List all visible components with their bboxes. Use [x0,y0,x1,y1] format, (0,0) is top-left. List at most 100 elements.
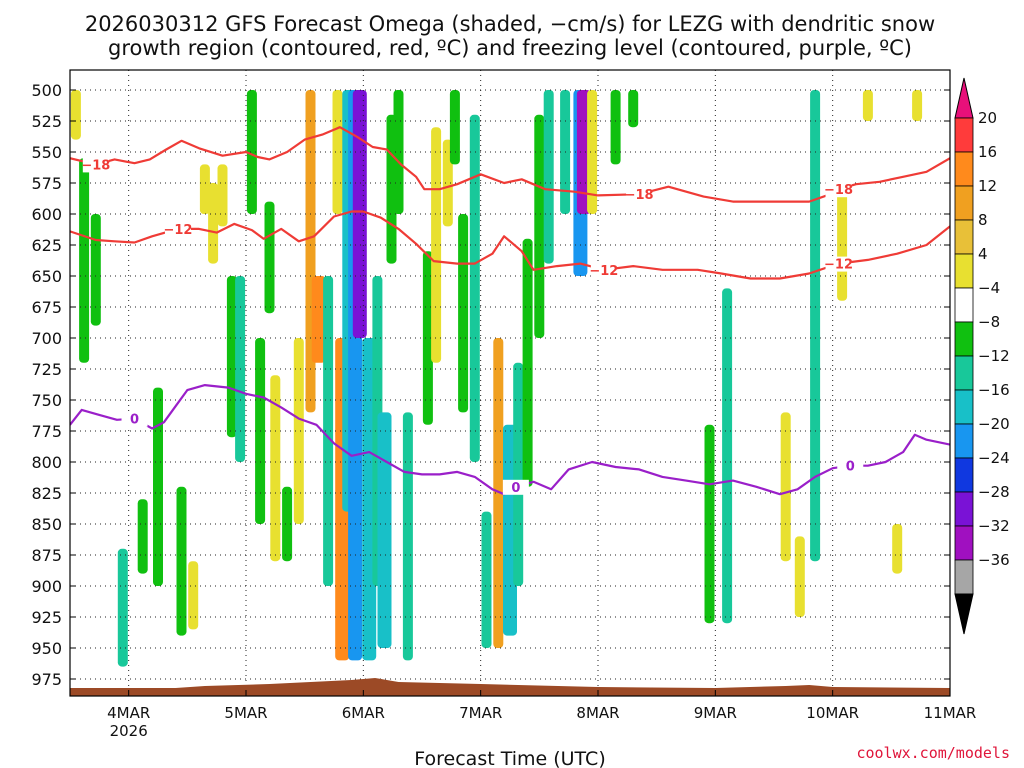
colorbar-tick-label-9: −20 [978,415,1010,433]
y-tick-label-525: 525 [31,112,62,131]
omega-streak-18 [293,338,304,524]
colorbar-tick-label-3: 8 [978,211,988,229]
chart-title-line1: 2026030312 GFS Forecast Omega (shaded, −… [85,12,935,36]
y-tick-label-775: 775 [31,422,62,441]
omega-streak-17 [282,486,293,562]
contour-label-bg [121,411,148,427]
colorbar-swatch-2 [954,185,974,221]
colorbar-top-arrow [954,77,974,119]
omega-streak-20 [311,276,326,363]
omega-streak-60 [912,90,923,121]
omega-streak-16 [270,375,281,562]
x-tick-label-10MAR: 10MAR [806,704,859,722]
y-tick-label-975: 975 [31,670,62,689]
terrain-layer [70,678,950,696]
contour-line-1 [70,210,950,280]
omega-streak-21 [323,276,334,586]
colorbar-swatch-6 [954,321,974,357]
contour-line-0 [70,126,950,203]
omega-streak-32 [402,412,413,661]
colorbar-tick-label-1: 16 [978,143,997,161]
omega-streak-31 [393,90,404,214]
omega-shading-layer [70,90,923,667]
omega-streak-1 [79,158,90,363]
y-tick-label-600: 600 [31,205,62,224]
contour-label-bg [590,262,617,278]
colorbar-tick-label-12: −32 [978,517,1010,535]
omega-streak-9 [208,183,219,264]
y-tick-label-700: 700 [31,329,62,348]
colorbar-tick-label-0: 20 [978,109,997,127]
contour-label-0-2: −18 [824,183,853,198]
omega-streak-3 [117,548,128,667]
x-tick-label-11MAR: 11MAR [924,704,977,722]
y-tick-label-625: 625 [31,236,62,255]
omega-streak-42 [513,362,524,586]
omega-streak-50 [610,90,621,165]
contour-label-1-1: −12 [589,264,618,279]
colorbar-swatch-13 [954,559,974,595]
omega-streak-51 [628,90,639,128]
contour-label-bg [825,182,852,198]
colorbar-swatch-12 [954,525,974,561]
colorbar-swatch-1 [954,151,974,187]
omega-streak-52 [704,424,715,624]
y-tick-label-900: 900 [31,577,62,596]
y-axis: 500 525 550 575 600 625 650 675 700 725 750 775 800 8… [31,81,950,689]
y-tick-label-550: 550 [31,143,62,162]
terrain-fill [70,678,950,696]
omega-streak-34 [431,127,442,363]
x-tick-label-5MAR: 5MAR [224,704,267,722]
colorbar-swatch-10 [954,457,974,493]
omega-streak-39 [481,511,492,648]
omega-streak-29 [377,412,392,648]
x-tick-sublabel: 2026 [110,722,148,740]
omega-streak-8 [199,164,210,214]
omega-streak-6 [176,486,187,636]
omega-streak-0 [70,90,81,140]
omega-streak-36 [449,90,460,165]
colorbar-swatch-4 [954,253,974,289]
contour-label-2-0: 0 [130,413,139,428]
y-tick-label-725: 725 [31,360,62,379]
omega-streak-44 [534,114,545,338]
y-tick-label-875: 875 [31,546,62,565]
contour-label-bg [164,221,191,237]
colorbar-swatch-0 [954,117,974,153]
omega-streak-5 [153,387,163,586]
omega-streak-11 [226,276,237,438]
omega-streak-7 [188,561,199,630]
y-tick-label-800: 800 [31,453,62,472]
colorbar-swatch-7 [954,355,974,391]
contour-label-bg [837,458,864,474]
colorbar-tick-label-8: −16 [978,381,1010,399]
contour-label-bg [82,157,109,173]
y-tick-label-575: 575 [31,174,62,193]
credit-text: coolwx.com/models [856,744,1010,762]
omega-streak-13 [246,90,257,214]
omega-streak-57 [837,189,848,301]
colorbar-tick-label-13: −36 [978,551,1010,569]
colorbar-tick-label-4: 4 [978,245,988,263]
colorbar-tick-label-6: −8 [978,313,1000,331]
omega-streak-55 [794,536,805,617]
y-tick-label-500: 500 [31,81,62,100]
colorbar-swatch-9 [954,423,974,459]
y-tick-label-950: 950 [31,639,62,658]
omega-streak-58 [862,90,873,121]
contour-label-bg [502,479,529,495]
colorbar-swatch-5 [954,287,974,323]
x-tick-label-9MAR: 9MAR [694,704,737,722]
omega-streak-53 [722,288,733,624]
x-tick-label-4MAR: 4MAR [107,704,150,722]
omega-streak-59 [892,524,903,574]
omega-streak-22 [332,90,343,214]
chart-title-line2: growth region (contoured, red, ºC) and f… [108,36,912,60]
omega-streak-26 [352,90,367,338]
omega-streak-38 [469,114,480,463]
x-axis-label: Forecast Time (UTC) [414,748,605,768]
omega-streak-4 [137,499,148,574]
y-tick-label-675: 675 [31,298,62,317]
